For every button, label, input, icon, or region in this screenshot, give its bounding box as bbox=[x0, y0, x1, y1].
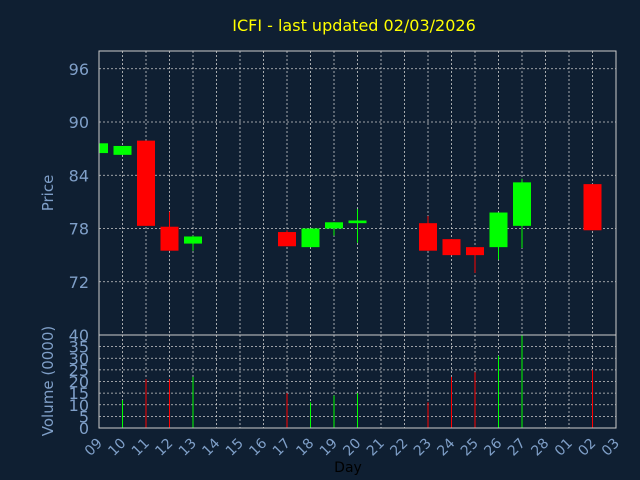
price-y-tick-label: 72 bbox=[69, 273, 89, 292]
volume-y-tick-label: 35 bbox=[69, 338, 89, 357]
candle-body bbox=[113, 145, 132, 155]
volume-y-tick-label: 5 bbox=[79, 407, 89, 426]
candle-body bbox=[160, 226, 179, 251]
candle-13 bbox=[184, 235, 202, 251]
candle-20 bbox=[348, 208, 367, 243]
candle-body bbox=[442, 239, 461, 256]
candle-body bbox=[466, 247, 484, 256]
candle-17 bbox=[278, 230, 296, 247]
candle-body bbox=[301, 228, 320, 248]
x-axis-ticks: 09 10 11 12 13 14 15 16 17 18 19 20 21 22 23 24 25 26 27 28… bbox=[82, 435, 623, 459]
price-y-tick-label: 90 bbox=[69, 113, 89, 132]
candle-27 bbox=[513, 178, 531, 249]
candle-body bbox=[99, 143, 108, 154]
candle-body bbox=[419, 223, 437, 251]
price-y-tick-label: 78 bbox=[69, 220, 89, 239]
volume-y-tick-label: 0 bbox=[79, 419, 89, 438]
price-panel: 96 90 84 78 72 Price bbox=[39, 50, 617, 336]
candle-26 bbox=[489, 212, 508, 260]
volume-y-tick-label: 10 bbox=[69, 396, 89, 415]
volume-y-tick-label: 25 bbox=[69, 361, 89, 380]
candle-25 bbox=[466, 247, 484, 273]
price-y-ticks: 96 90 84 78 72 bbox=[69, 60, 89, 292]
volume-axis-label: Volume (0000) bbox=[39, 326, 57, 436]
price-y-tick-label: 96 bbox=[69, 60, 89, 79]
candle-body bbox=[184, 236, 202, 244]
candle-12 bbox=[160, 211, 179, 251]
candle-19 bbox=[325, 222, 343, 236]
candle-body bbox=[583, 184, 602, 231]
volume-y-tick-label: 40 bbox=[69, 326, 89, 345]
candle-11 bbox=[137, 140, 155, 226]
price-candles bbox=[98, 140, 602, 273]
candle-body bbox=[278, 232, 296, 247]
x-axis-label: Day bbox=[334, 460, 362, 476]
volume-y-tick-label: 15 bbox=[69, 384, 89, 403]
chart-title: ICFI - last updated 02/03/2026 bbox=[232, 16, 476, 35]
volume-bars bbox=[122, 335, 593, 428]
price-y-tick-label: 84 bbox=[69, 166, 89, 185]
volume-frame bbox=[98, 334, 617, 429]
candle-02 bbox=[583, 184, 602, 231]
candle-body bbox=[513, 182, 531, 226]
candle-body bbox=[137, 140, 155, 226]
candle-body bbox=[348, 220, 367, 224]
candle-body bbox=[489, 212, 508, 248]
candle-24 bbox=[442, 239, 461, 256]
price-axis-label: Price bbox=[39, 175, 57, 212]
candle-09 bbox=[98, 143, 108, 154]
candle-18 bbox=[301, 228, 320, 248]
volume-y-tick-label: 30 bbox=[69, 349, 89, 368]
volume-y-tick-label: 20 bbox=[69, 373, 89, 392]
candle-10 bbox=[113, 145, 132, 155]
candle-23 bbox=[419, 216, 437, 251]
candle-body bbox=[325, 222, 343, 229]
